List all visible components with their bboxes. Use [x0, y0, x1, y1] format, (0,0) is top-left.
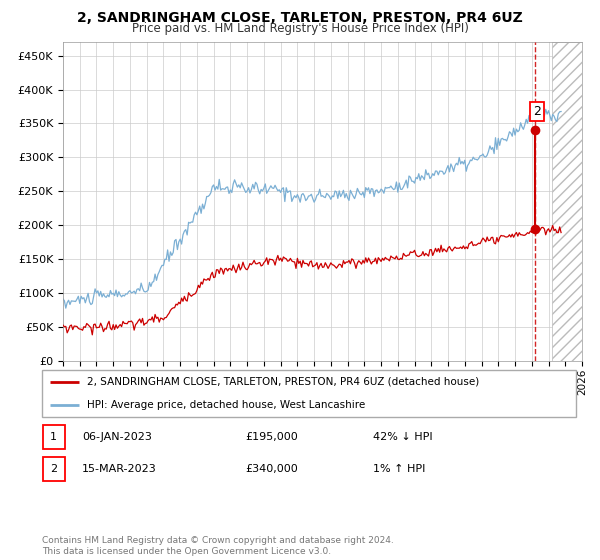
Text: 2: 2	[533, 105, 541, 118]
Text: 06-JAN-2023: 06-JAN-2023	[82, 432, 152, 442]
Text: 2, SANDRINGHAM CLOSE, TARLETON, PRESTON, PR4 6UZ (detached house): 2, SANDRINGHAM CLOSE, TARLETON, PRESTON,…	[88, 376, 479, 386]
Text: 1% ↑ HPI: 1% ↑ HPI	[373, 464, 425, 474]
Text: 2: 2	[50, 464, 58, 474]
Bar	[43, 425, 65, 450]
Text: 1: 1	[50, 432, 57, 442]
Text: 42% ↓ HPI: 42% ↓ HPI	[373, 432, 433, 442]
Text: 15-MAR-2023: 15-MAR-2023	[82, 464, 157, 474]
Bar	[552, 42, 600, 361]
Bar	[43, 457, 65, 482]
Text: £195,000: £195,000	[245, 432, 298, 442]
Text: Price paid vs. HM Land Registry's House Price Index (HPI): Price paid vs. HM Land Registry's House …	[131, 22, 469, 35]
Text: 2, SANDRINGHAM CLOSE, TARLETON, PRESTON, PR4 6UZ: 2, SANDRINGHAM CLOSE, TARLETON, PRESTON,…	[77, 11, 523, 25]
Text: £340,000: £340,000	[245, 464, 298, 474]
Text: Contains HM Land Registry data © Crown copyright and database right 2024.
This d: Contains HM Land Registry data © Crown c…	[42, 536, 394, 556]
Text: HPI: Average price, detached house, West Lancashire: HPI: Average price, detached house, West…	[88, 400, 365, 410]
